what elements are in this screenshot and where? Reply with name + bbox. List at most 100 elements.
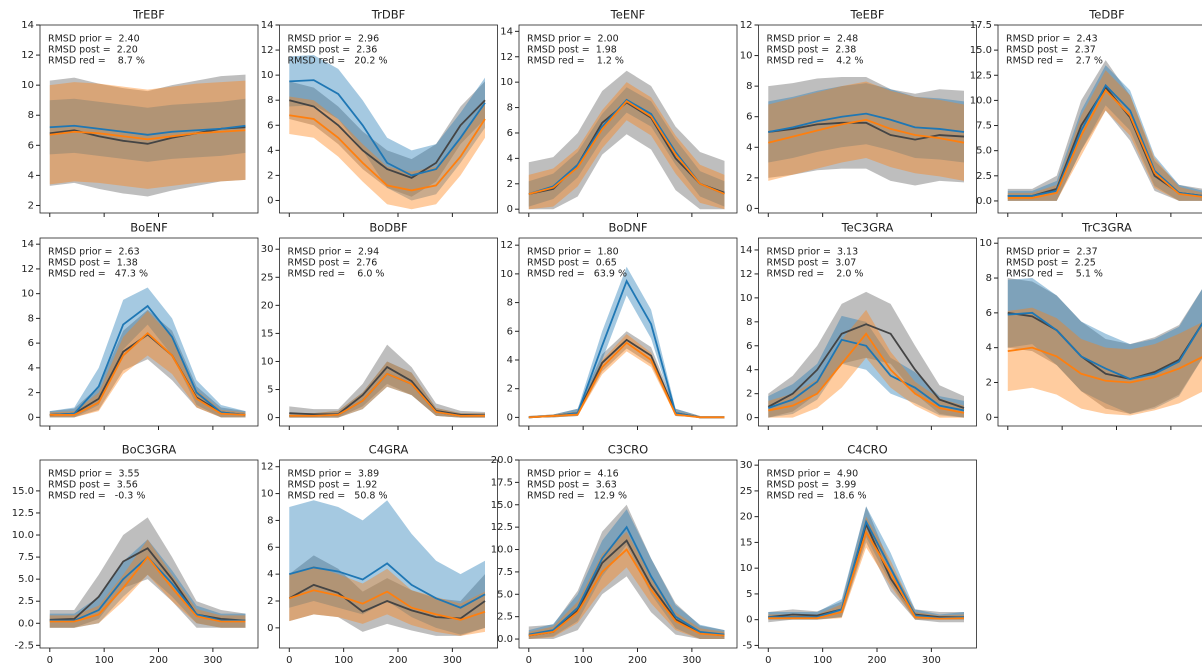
rmsd-annotation: RMSD post = 1.38	[48, 258, 138, 269]
axes-frame	[279, 24, 498, 214]
y-tick-label: 0	[746, 615, 752, 626]
series-line	[1007, 83, 1202, 197]
plot-area	[49, 74, 246, 197]
series-line	[49, 555, 246, 623]
series-line	[49, 124, 246, 136]
x-tick-label: 300	[443, 655, 462, 664]
y-tick-label: -2.5	[14, 640, 34, 651]
y-tick-label: 0	[267, 195, 273, 206]
y-tick-label: 4	[507, 355, 513, 366]
panel: BoC3GRA -2.5 0.0 2.5 5.0 7.5 10.0 12.5 15.0 0 100 2…	[12, 443, 259, 664]
y-tick-label: 12	[261, 462, 274, 473]
y-tick-label: 30	[740, 460, 753, 471]
y-tick-label: 12.5	[491, 522, 513, 533]
uncertainty-band	[528, 331, 725, 418]
y-tick-label: 0	[267, 413, 273, 424]
axes-frame	[279, 459, 498, 649]
y-tick-label: 2	[507, 384, 513, 395]
y-tick-label: 8	[746, 81, 752, 92]
y-tick-label: 12.5	[970, 70, 992, 81]
y-tick-label: 10	[740, 563, 753, 574]
uncertainty-band	[768, 506, 964, 620]
y-tick-label: 25	[740, 486, 753, 497]
y-tick-label: 10	[740, 293, 753, 304]
y-tick-label: 12	[740, 20, 753, 31]
series-line	[1007, 88, 1202, 199]
y-tick-label: 0	[28, 412, 34, 423]
uncertainty-band	[528, 70, 725, 210]
y-tick-label: 2.5	[18, 596, 34, 607]
x-tick-label: 100	[813, 655, 832, 664]
uncertainty-band	[289, 344, 485, 418]
y-tick-label: 6	[507, 326, 513, 337]
y-tick-label: 2	[746, 173, 752, 184]
series-line	[289, 365, 486, 417]
uncertainty-band	[768, 506, 964, 623]
uncertainty-band	[49, 539, 246, 628]
series-line	[528, 100, 725, 195]
rmsd-annotation: RMSD red = 1.2 %	[527, 56, 624, 67]
uncertainty-band	[1007, 278, 1202, 414]
rmsd-annotation: RMSD red = 12.9 %	[527, 491, 627, 502]
y-tick-label: 12	[261, 45, 274, 56]
y-tick-label: 6	[28, 140, 34, 151]
plot-area	[768, 506, 965, 623]
y-tick-label: 5.0	[18, 574, 34, 585]
uncertainty-band	[768, 315, 964, 418]
rmsd-annotation: RMSD prior = 2.96	[288, 34, 380, 45]
y-tick-label: 0	[746, 413, 752, 424]
y-tick-label: 8	[746, 317, 752, 328]
uncertainty-band	[289, 555, 485, 636]
series-line	[49, 547, 246, 622]
y-tick-label: 6	[986, 308, 992, 319]
rmsd-annotation: RMSD post = 1.92	[288, 480, 378, 491]
y-tick-label: 0.0	[18, 618, 34, 629]
panel-title: BoENF	[130, 221, 167, 235]
y-tick-label: 5.0	[497, 589, 513, 600]
series-line	[289, 114, 486, 192]
uncertainty-band	[289, 361, 485, 418]
y-tick-label: 14	[21, 20, 34, 31]
y-tick-label: 6	[746, 341, 752, 352]
rmsd-annotation: RMSD post = 3.63	[527, 480, 617, 491]
y-tick-label: -5	[743, 640, 753, 651]
axes-frame	[518, 237, 738, 427]
y-tick-label: 7.5	[976, 121, 992, 132]
uncertainty-band	[528, 334, 725, 418]
y-tick-label: 5	[267, 385, 273, 396]
uncertainty-band	[528, 87, 725, 207]
plot-area	[1007, 60, 1202, 201]
plot-area	[288, 500, 486, 636]
uncertainty-band	[49, 517, 246, 628]
axes-frame	[758, 24, 977, 214]
y-tick-label: 17.5	[970, 20, 992, 31]
y-tick-label: 12	[500, 52, 513, 63]
panel-title: C4GRA	[369, 443, 409, 457]
rmsd-annotation: RMSD prior = 2.00	[527, 34, 619, 45]
y-tick-label: 8	[986, 273, 992, 284]
rmsd-annotation: RMSD post = 2.36	[288, 45, 378, 56]
y-tick-label: 4	[267, 569, 273, 580]
y-tick-label: 8	[507, 103, 513, 114]
y-tick-label: 4	[28, 170, 34, 181]
y-tick-label: 4	[507, 153, 513, 164]
y-tick-label: 2	[28, 388, 34, 399]
panel-title: TeDBF	[1088, 8, 1125, 22]
x-tick-label: 300	[203, 655, 222, 664]
y-tick-label: 2	[507, 179, 513, 190]
rmsd-annotation: RMSD post = 2.20	[48, 45, 138, 56]
panel: C3CRO 0.0 2.5 5.0 7.5 10.0 12.5 15.0 17.5 20.0 0 10…	[491, 443, 738, 664]
series-line	[289, 562, 486, 609]
rmsd-annotation: RMSD prior = 2.63	[48, 247, 140, 258]
uncertainty-band	[768, 516, 964, 620]
panel-title: TeEBF	[850, 8, 885, 22]
series-line	[768, 118, 965, 144]
y-tick-label: 15.0	[491, 500, 513, 511]
series-line	[528, 548, 725, 637]
x-tick-label: 200	[388, 655, 407, 664]
rmsd-annotation: RMSD prior = 3.55	[48, 469, 140, 480]
